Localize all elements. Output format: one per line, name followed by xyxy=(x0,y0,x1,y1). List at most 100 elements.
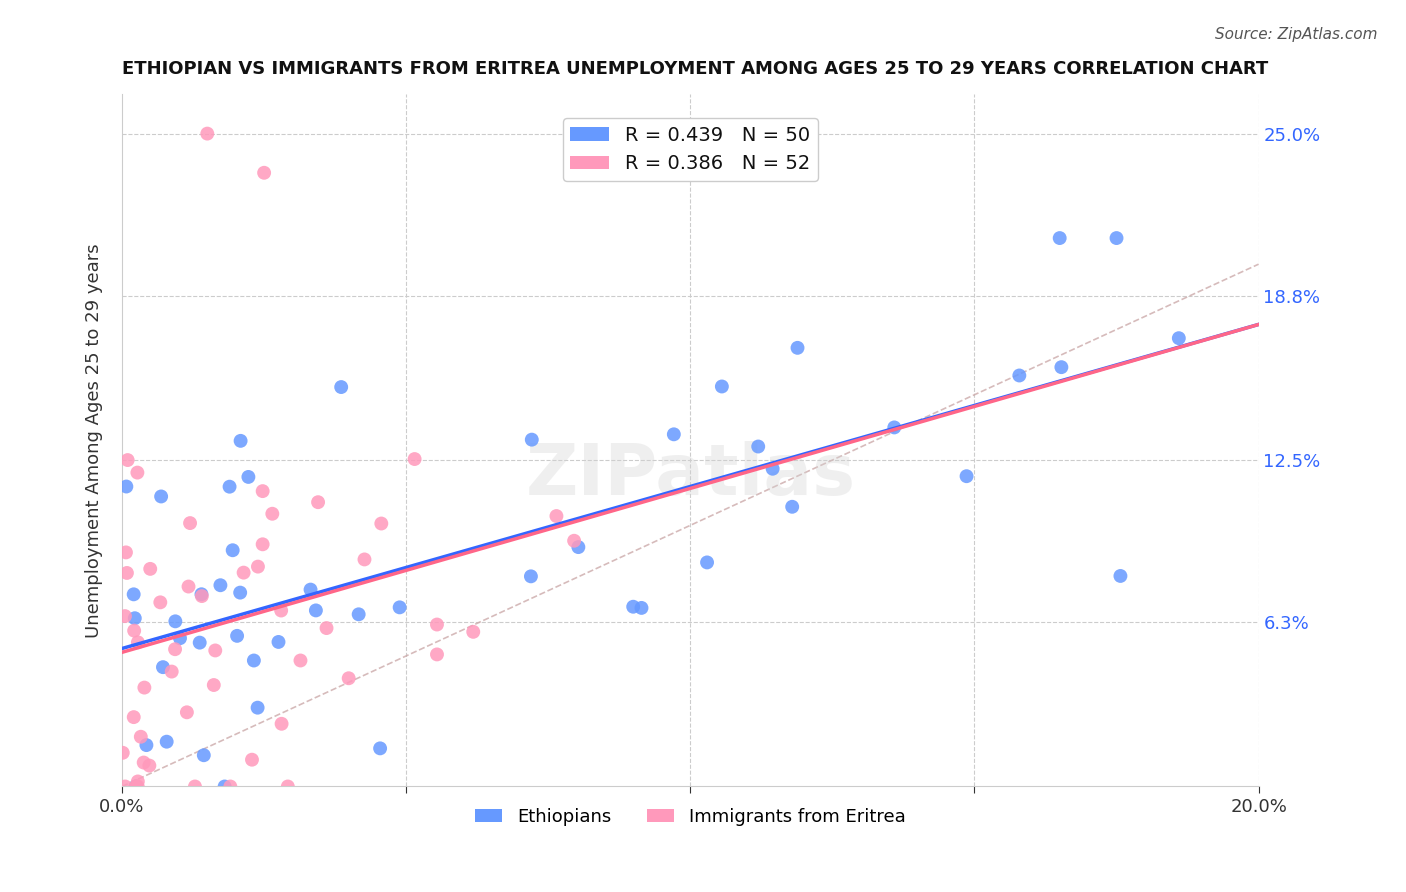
Point xyxy=(786,341,808,355)
Point xyxy=(562,533,585,548)
Point xyxy=(114,780,136,794)
Point xyxy=(1049,231,1071,245)
Point xyxy=(117,453,139,467)
Point xyxy=(299,582,322,597)
Point xyxy=(955,469,977,483)
Point xyxy=(243,653,266,667)
Point xyxy=(546,509,568,524)
Point xyxy=(463,624,485,639)
Point xyxy=(232,566,254,580)
Point xyxy=(124,780,146,794)
Point xyxy=(214,780,236,794)
Point xyxy=(127,635,149,649)
Point xyxy=(337,671,360,685)
Point xyxy=(209,578,232,592)
Point xyxy=(226,629,249,643)
Point xyxy=(139,562,162,576)
Point xyxy=(152,660,174,674)
Point xyxy=(307,495,329,509)
Point xyxy=(267,635,290,649)
Text: Source: ZipAtlas.com: Source: ZipAtlas.com xyxy=(1215,27,1378,42)
Point xyxy=(176,706,198,720)
Point xyxy=(520,433,543,447)
Point xyxy=(1050,360,1073,375)
Point xyxy=(165,642,187,657)
Point xyxy=(135,738,157,752)
Point xyxy=(426,617,449,632)
Point xyxy=(115,545,138,559)
Point xyxy=(125,780,148,794)
Point xyxy=(696,556,718,570)
Point xyxy=(270,716,292,731)
Point xyxy=(191,589,214,603)
Point xyxy=(238,470,260,484)
Point xyxy=(184,780,207,794)
Point xyxy=(370,516,392,531)
Point xyxy=(747,440,769,454)
Point xyxy=(762,461,785,475)
Point xyxy=(150,490,173,504)
Point xyxy=(710,379,733,393)
Point xyxy=(246,700,269,714)
Point xyxy=(1109,569,1132,583)
Point xyxy=(219,780,242,794)
Point xyxy=(388,600,411,615)
Point xyxy=(132,756,155,770)
Point xyxy=(368,741,391,756)
Point xyxy=(252,484,274,499)
Point xyxy=(221,543,243,558)
Point xyxy=(177,580,200,594)
Point xyxy=(122,587,145,601)
Point xyxy=(134,681,156,695)
Point xyxy=(111,746,134,760)
Point xyxy=(305,603,328,617)
Point xyxy=(114,609,136,624)
Point xyxy=(240,753,263,767)
Point xyxy=(193,748,215,763)
Point xyxy=(1105,231,1128,245)
Point xyxy=(127,780,149,794)
Point xyxy=(630,601,652,615)
Point xyxy=(218,480,240,494)
Point xyxy=(127,466,149,480)
Point xyxy=(124,611,146,625)
Point xyxy=(122,624,145,638)
Point xyxy=(195,127,218,141)
Point xyxy=(1008,368,1031,383)
Point xyxy=(404,452,426,467)
Y-axis label: Unemployment Among Ages 25 to 29 years: Unemployment Among Ages 25 to 29 years xyxy=(86,244,103,638)
Point xyxy=(315,621,337,635)
Point xyxy=(202,678,225,692)
Point xyxy=(179,516,201,530)
Point xyxy=(149,595,172,609)
Point xyxy=(190,587,212,601)
Text: ETHIOPIAN VS IMMIGRANTS FROM ERITREA UNEMPLOYMENT AMONG AGES 25 TO 29 YEARS CORR: ETHIOPIAN VS IMMIGRANTS FROM ERITREA UNE… xyxy=(122,60,1268,78)
Point xyxy=(138,758,160,772)
Point xyxy=(262,507,284,521)
Point xyxy=(115,566,138,580)
Point xyxy=(883,420,905,434)
Point xyxy=(270,603,292,617)
Text: ZIPatlas: ZIPatlas xyxy=(526,441,855,509)
Point xyxy=(330,380,353,394)
Point xyxy=(426,648,449,662)
Point xyxy=(780,500,803,514)
Point xyxy=(129,730,152,744)
Point xyxy=(169,631,191,645)
Legend: Ethiopians, Immigrants from Eritrea: Ethiopians, Immigrants from Eritrea xyxy=(468,800,912,833)
Point xyxy=(520,569,543,583)
Point xyxy=(567,540,589,554)
Point xyxy=(160,665,183,679)
Point xyxy=(115,479,138,493)
Point xyxy=(122,710,145,724)
Point xyxy=(204,643,226,657)
Point xyxy=(621,599,644,614)
Point xyxy=(156,734,179,748)
Point xyxy=(347,607,370,622)
Point xyxy=(662,427,685,442)
Point xyxy=(229,585,252,599)
Point xyxy=(127,774,149,789)
Point xyxy=(253,166,276,180)
Point xyxy=(246,559,269,574)
Point xyxy=(229,434,252,448)
